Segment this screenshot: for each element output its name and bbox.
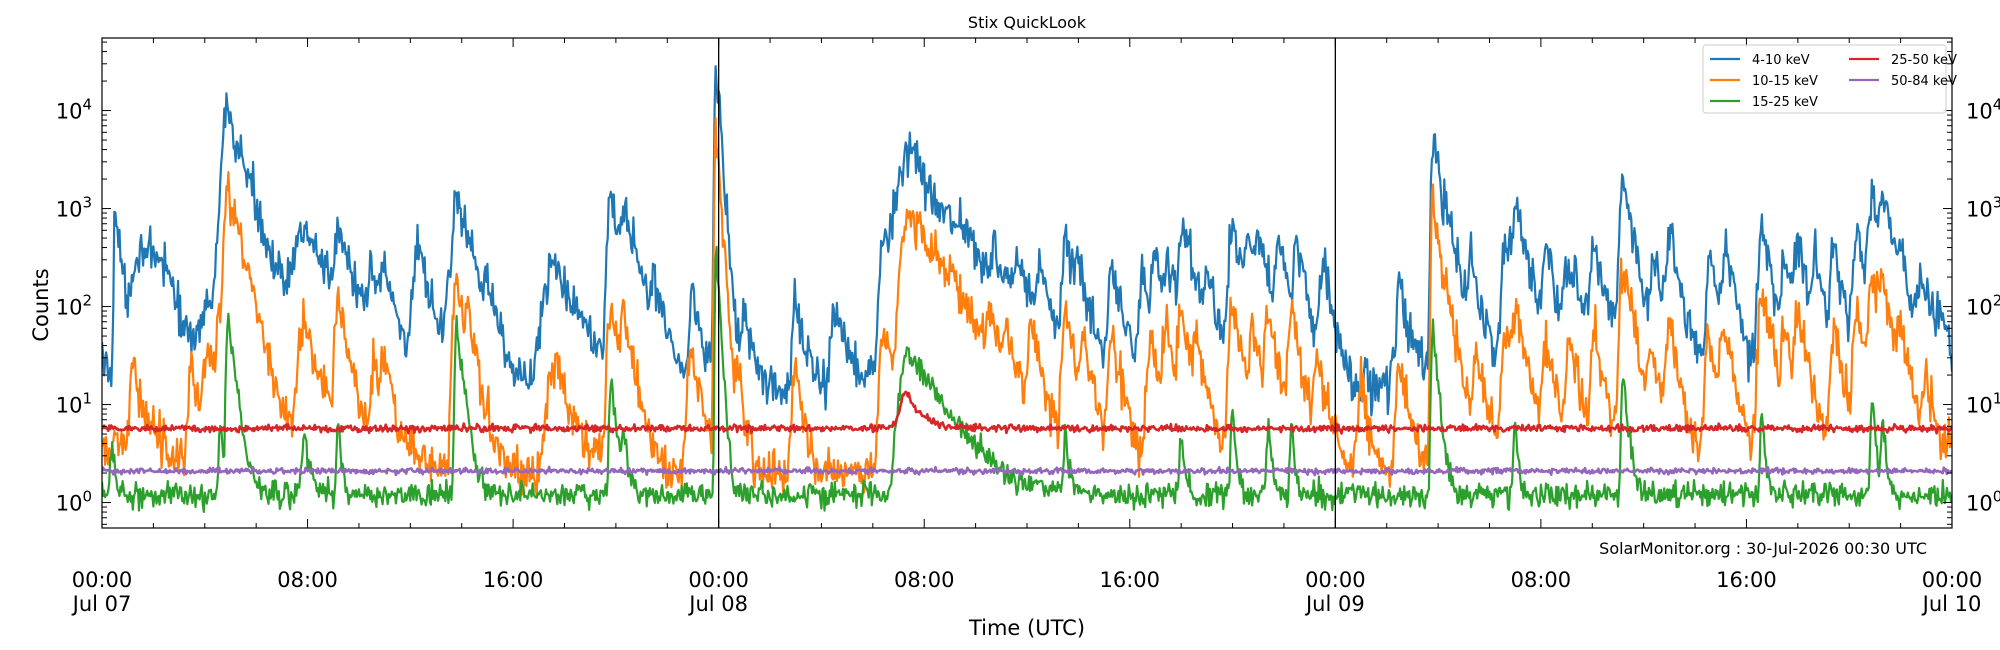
x-tick-label-time: 00:00 — [72, 568, 133, 592]
x-tick-label-time: 00:00 — [688, 568, 749, 592]
x-tick-label-time: 08:00 — [894, 568, 955, 592]
x-tick-label-date: Jul 07 — [71, 592, 132, 616]
chart-title: Stix QuickLook — [968, 13, 1087, 32]
legend: 4-10 keV 10-15 keV 15-25 keV 25-50 keV 50-84… — [1702, 44, 1957, 114]
y-axis-label: Counts — [29, 268, 53, 341]
series-line-25-50-kev — [102, 390, 1952, 435]
x-tick-label-date: Jul 09 — [1304, 592, 1365, 616]
series-line-4-10-kev — [102, 65, 1952, 417]
day-boundary-lines — [718, 38, 1336, 528]
series-line-15-25-kev — [102, 245, 1952, 513]
legend-label: 10-15 keV — [1752, 74, 1818, 89]
legend-label: 25-50 keV — [1891, 53, 1957, 68]
legend-label: 15-25 keV — [1752, 95, 1818, 110]
x-tick-label-date: Jul 10 — [1921, 592, 1982, 616]
y-tick-label-left: 102 — [56, 292, 92, 320]
x-tick-label-time: 08:00 — [277, 568, 338, 592]
y-tick-label-right: 102 — [1966, 292, 2000, 320]
x-tick-label-time: 08:00 — [1511, 568, 1572, 592]
x-tick-label-date: Jul 08 — [687, 592, 748, 616]
y-tick-label-left: 103 — [56, 194, 92, 222]
y-tick-label-left: 104 — [56, 96, 92, 124]
legend-box — [1702, 44, 1947, 114]
x-tick-label-time: 00:00 — [1922, 568, 1983, 592]
y-tick-label-left: 101 — [56, 390, 92, 418]
x-axis-label: Time (UTC) — [968, 616, 1085, 640]
x-tick-label-time: 16:00 — [1716, 568, 1777, 592]
x-tick-label-time: 00:00 — [1305, 568, 1366, 592]
y-axis: 100 100 101 101 102 102 103 103 104 104 — [56, 41, 2000, 525]
watermark: SolarMonitor.org : 30-Jul-2026 00:30 UTC — [1599, 539, 1927, 558]
x-tick-label-time: 16:00 — [1100, 568, 1161, 592]
y-tick-label-right: 100 — [1966, 488, 2000, 516]
series-line-50-84-kev — [102, 465, 1952, 477]
legend-label: 50-84 keV — [1891, 74, 1957, 89]
y-tick-label-left: 100 — [56, 488, 92, 516]
x-tick-label-time: 16:00 — [483, 568, 544, 592]
y-tick-label-right: 101 — [1966, 390, 2000, 418]
y-tick-label-right: 103 — [1966, 194, 2000, 222]
y-tick-label-right: 104 — [1966, 96, 2000, 124]
series-layer — [102, 65, 1952, 513]
legend-label: 4-10 keV — [1752, 53, 1810, 68]
